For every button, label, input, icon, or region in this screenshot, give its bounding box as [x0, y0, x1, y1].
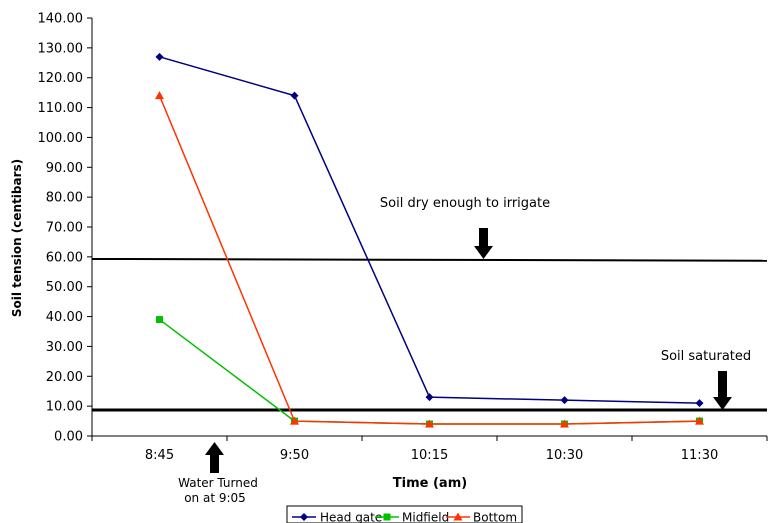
- diamond-marker: [155, 52, 164, 61]
- series-group: [155, 52, 704, 428]
- y-tick-label: 20.00: [46, 370, 83, 385]
- diamond-marker: [300, 513, 308, 521]
- reference-lines: [91, 257, 768, 412]
- x-tick-label: 11:30: [681, 448, 718, 463]
- triangle-marker: [453, 512, 463, 521]
- y-axis-ticks: 0.00 10.00 20.00 30.00 40.00 50.00 60.00 70.00 8…: [38, 12, 92, 445]
- diamond-marker: [560, 396, 569, 405]
- annotation-water-turned-line1: Water Turned: [178, 476, 258, 490]
- diamond-marker: [425, 393, 434, 402]
- annotation-soil-saturated: Soil saturated: [661, 349, 751, 364]
- x-tick-label: 10:15: [411, 448, 448, 463]
- arrow-down-icon: [713, 371, 732, 410]
- y-tick-label: 110.00: [38, 101, 84, 116]
- annotation-soil-dry: Soil dry enough to irrigate: [380, 196, 550, 211]
- square-marker: [383, 513, 391, 521]
- y-tick-label: 40.00: [46, 310, 83, 325]
- y-tick-label: 0.00: [54, 430, 83, 445]
- series-head-gate: [155, 52, 704, 408]
- y-tick-label: 130.00: [38, 41, 84, 56]
- y-tick-label: 90.00: [46, 161, 83, 176]
- annotations: Soil dry enough to irrigate Soil saturat…: [178, 196, 751, 505]
- legend-label-bottom: Bottom: [473, 511, 517, 523]
- y-tick-label: 120.00: [38, 71, 84, 86]
- diamond-marker: [290, 91, 299, 100]
- y-tick-label: 60.00: [46, 250, 83, 265]
- y-tick-label: 10.00: [46, 400, 83, 415]
- diamond-marker: [695, 399, 704, 408]
- series-bottom: [155, 91, 704, 428]
- x-axis-label: Time (am): [393, 476, 467, 491]
- triangle-marker: [695, 416, 704, 425]
- triangle-marker: [155, 91, 164, 100]
- triangle-marker: [425, 419, 434, 428]
- y-tick-label: 100.00: [38, 131, 84, 146]
- arrow-up-icon: [205, 442, 224, 473]
- y-tick-label: 80.00: [46, 191, 83, 206]
- axes: [91, 18, 767, 437]
- y-tick-label: 140.00: [38, 12, 84, 27]
- series-line-midfield: [159, 318, 700, 425]
- x-tick-label: 9:50: [280, 448, 309, 463]
- series-line-head-gate: [159, 56, 700, 404]
- square-marker: [156, 316, 163, 324]
- legend: Head gate Midfield Bottom: [286, 505, 523, 523]
- x-tick-label: 8:45: [145, 448, 174, 463]
- legend-box: [286, 505, 523, 523]
- x-tick-label: 10:30: [546, 448, 583, 463]
- legend-label-midfield: Midfield: [402, 511, 449, 523]
- legend-label-head-gate: Head gate: [320, 511, 382, 523]
- triangle-marker: [560, 419, 569, 428]
- y-tick-label: 70.00: [46, 221, 83, 236]
- y-tick-label: 30.00: [46, 340, 83, 355]
- y-axis-label: Soil tension (centibars): [10, 159, 24, 317]
- annotation-water-turned-line2: on at 9:05: [184, 491, 246, 505]
- reference-line: [91, 257, 768, 262]
- arrow-down-icon: [474, 228, 493, 259]
- x-axis-ticks: 8:45 9:50 10:15 10:30 11:30: [91, 436, 768, 463]
- y-tick-label: 50.00: [46, 280, 83, 295]
- triangle-marker: [290, 416, 299, 425]
